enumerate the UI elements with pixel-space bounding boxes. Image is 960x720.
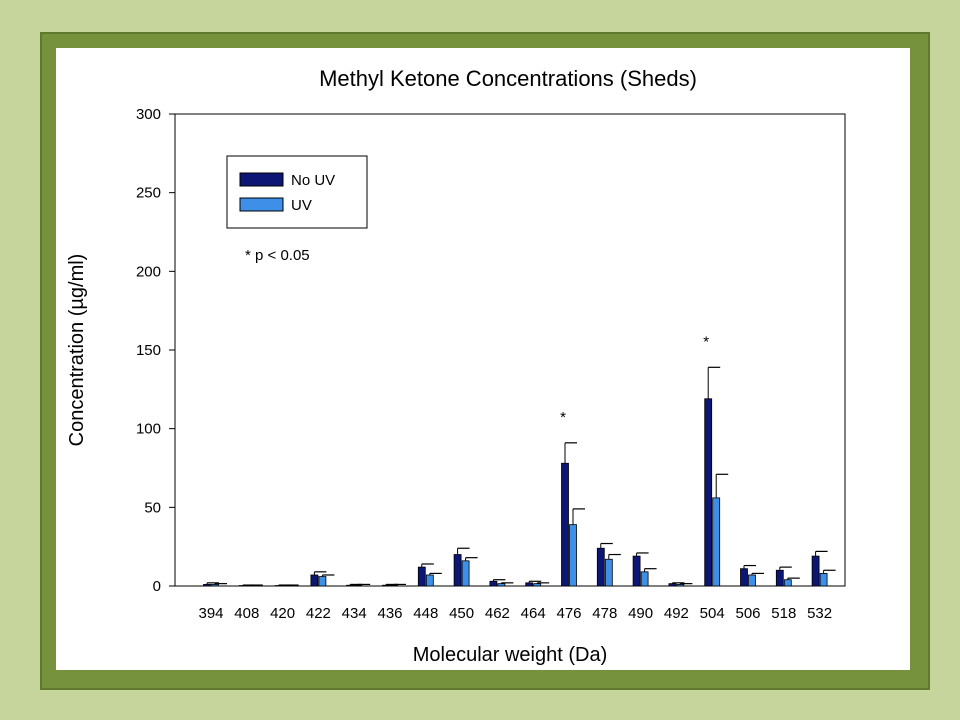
x-tick-label: 448: [413, 605, 438, 622]
bar-no-uv: [453, 554, 462, 587]
bar-no-uv: [203, 584, 211, 587]
x-tick-label: 422: [306, 605, 331, 622]
bar-no-uv: [417, 566, 426, 587]
bar-uv: [354, 584, 363, 587]
legend-box: [226, 155, 368, 229]
significance-note: * p < 0.05: [245, 247, 310, 264]
x-tick-label: 434: [342, 605, 367, 622]
bar-uv: [390, 584, 398, 587]
y-tick-label: 250: [136, 185, 161, 202]
bar-no-uv: [811, 555, 820, 587]
y-axis-label: Concentration (µg/ml): [66, 254, 88, 447]
bar-uv: [497, 583, 506, 587]
y-tick-label: 0: [153, 578, 161, 595]
x-tick-label: 532: [807, 605, 832, 622]
legend-label-uv: UV: [291, 197, 312, 214]
y-tick-label: 200: [136, 263, 161, 280]
x-tick-label: 490: [628, 605, 653, 622]
x-axis: 394 408 420 422 434 436 448 450 462 464 476 478 490 4…: [198, 605, 832, 622]
x-tick-label: 518: [771, 605, 796, 622]
x-tick-label: 462: [485, 605, 510, 622]
bar-uv: [211, 584, 219, 587]
x-tick-label: 394: [198, 605, 223, 622]
bar-no-uv: [668, 583, 677, 587]
chart-title: Methyl Ketone Concentrations (Sheds): [319, 66, 697, 91]
bar-no-uv: [346, 584, 355, 587]
bar-no-uv: [596, 547, 605, 587]
significance-marker: *: [560, 409, 566, 426]
bar-no-uv: [704, 398, 713, 587]
bar-no-uv: [740, 568, 748, 587]
y-tick-label: 300: [136, 106, 161, 123]
x-tick-label: 450: [449, 605, 474, 622]
bar-uv: [569, 524, 577, 587]
bar-uv: [533, 583, 542, 587]
x-tick-label: 478: [592, 605, 617, 622]
x-axis-label: Molecular weight (Da): [413, 644, 608, 666]
bar-uv: [819, 573, 828, 587]
bar-uv: [748, 574, 756, 587]
x-tick-label: 492: [664, 605, 689, 622]
bar-uv: [783, 579, 792, 587]
x-tick-label: 408: [234, 605, 259, 622]
y-tick-label: 50: [144, 499, 161, 516]
bars-group: **: [203, 333, 836, 587]
x-tick-label: 420: [270, 605, 295, 622]
bar-no-uv: [382, 584, 390, 587]
bar-no-uv: [489, 580, 498, 587]
bar-no-uv: [525, 582, 534, 587]
chart-panel: [56, 48, 910, 670]
bar-no-uv: [775, 569, 784, 587]
bar-uv: [640, 571, 649, 587]
y-tick-label: 150: [136, 342, 161, 359]
bar-uv: [676, 584, 685, 587]
legend-label-no-uv: No UV: [291, 172, 335, 189]
legend: No UV UV: [226, 155, 368, 229]
bar-uv: [425, 574, 434, 587]
legend-swatch-uv: [239, 197, 284, 212]
bar-uv: [461, 560, 470, 587]
bar-uv: [604, 558, 613, 587]
bar-no-uv: [561, 462, 569, 587]
x-tick-label: 476: [556, 605, 581, 622]
significance-marker: *: [703, 333, 709, 350]
y-axis: 0 50 100 150 200 250 300: [136, 106, 175, 595]
bar-no-uv: [310, 574, 319, 587]
bar-no-uv: [632, 555, 641, 587]
bar-uv: [318, 576, 327, 587]
x-tick-label: 506: [735, 605, 760, 622]
y-tick-label: 100: [136, 421, 161, 438]
x-tick-label: 436: [377, 605, 402, 622]
x-tick-label: 504: [700, 605, 725, 622]
bar-uv: [712, 497, 721, 587]
x-tick-label: 464: [521, 605, 546, 622]
legend-swatch-no-uv: [239, 172, 284, 187]
